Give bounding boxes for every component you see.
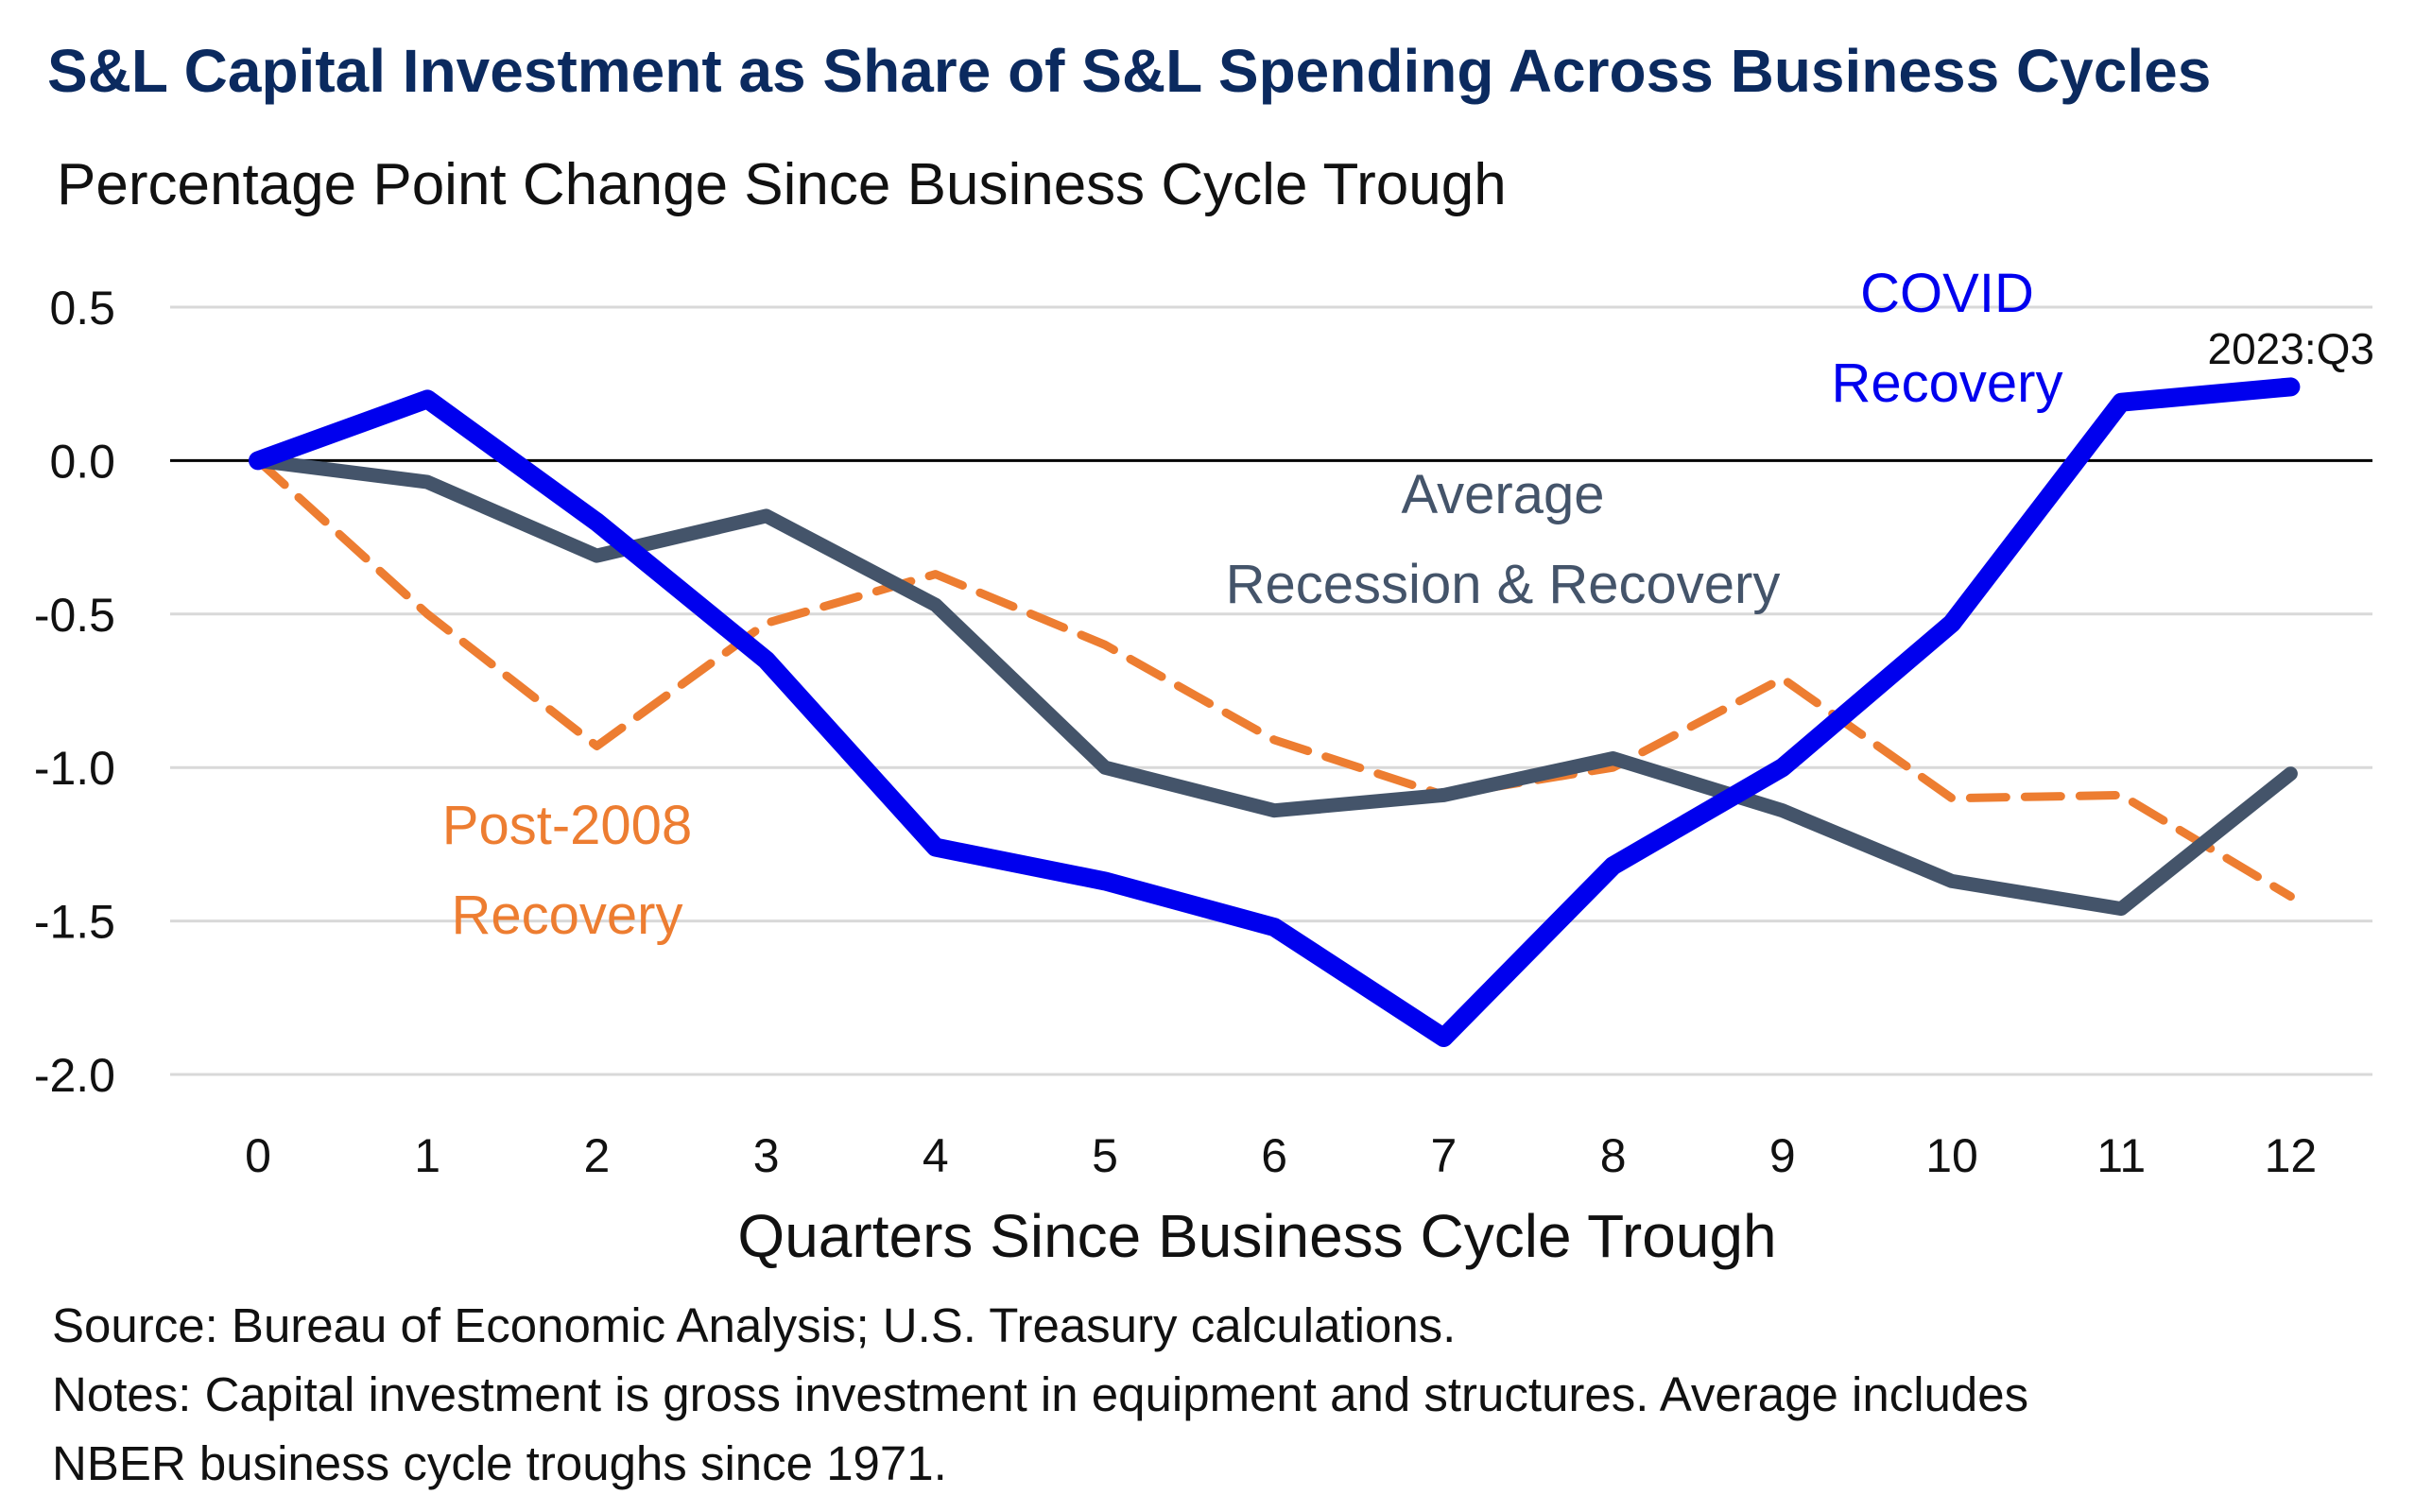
axes: 0.50.0-0.5-1.0-1.5-2.00 1 2 3 4 5 6 7 8 9 10 11 12Qu… bbox=[34, 282, 2372, 1270]
notes-line-2: NBER business cycle troughs since 1971. bbox=[52, 1436, 947, 1490]
y-tick-label: -1.0 bbox=[34, 742, 115, 795]
x-tick-label: 12 bbox=[2265, 1129, 2318, 1182]
series-label-average: Recession & Recovery bbox=[1226, 554, 1781, 615]
x-tick-label: 0 bbox=[245, 1129, 271, 1182]
x-tick-label: 9 bbox=[1769, 1129, 1796, 1182]
series-label-covid: Recovery bbox=[1832, 352, 2063, 414]
series-lines bbox=[249, 377, 2301, 1047]
x-tick-label: 8 bbox=[1600, 1129, 1627, 1182]
annotation-label: 2023:Q3 bbox=[2208, 324, 2374, 373]
gridlines bbox=[170, 305, 2372, 1076]
y-tick-label: -1.5 bbox=[34, 896, 115, 949]
series-label-post2008: Post-2008 bbox=[442, 795, 692, 856]
x-axis-title: Quarters Since Business Cycle Trough bbox=[737, 1202, 1776, 1270]
series-line-average bbox=[250, 453, 2298, 917]
series-line-post2008 bbox=[253, 455, 2295, 902]
x-tick-label: 6 bbox=[1261, 1129, 1287, 1182]
chart-title: S&L Capital Investment as Share of S&L S… bbox=[47, 37, 2212, 105]
x-tick-label: 3 bbox=[753, 1129, 780, 1182]
x-tick-label: 2 bbox=[583, 1129, 610, 1182]
series-labels: COVID Recovery Average Recession & Recovery… bbox=[442, 263, 2374, 946]
chart-subtitle: Percentage Point Change Since Business C… bbox=[57, 152, 1507, 217]
x-tick-label: 7 bbox=[1430, 1129, 1457, 1182]
y-tick-label: 0.0 bbox=[49, 435, 115, 488]
series-label-covid: COVID bbox=[1860, 263, 2034, 324]
series-line-covid bbox=[249, 377, 2301, 1047]
y-tick-label: 0.5 bbox=[49, 282, 115, 335]
x-tick-label: 5 bbox=[1092, 1129, 1118, 1182]
x-tick-label: 4 bbox=[923, 1129, 949, 1182]
x-tick-label: 1 bbox=[414, 1129, 440, 1182]
series-label-average: Average bbox=[1402, 464, 1605, 525]
y-tick-label: -0.5 bbox=[34, 589, 115, 642]
y-tick-label: -2.0 bbox=[34, 1049, 115, 1102]
series-label-post2008: Recovery bbox=[452, 885, 683, 946]
x-tick-label: 10 bbox=[1925, 1129, 1978, 1182]
x-tick-label: 11 bbox=[2096, 1129, 2146, 1182]
source-note: Source: Bureau of Economic Analysis; U.S… bbox=[52, 1298, 1457, 1352]
notes-line-1: Notes: Capital investment is gross inves… bbox=[52, 1367, 2029, 1421]
